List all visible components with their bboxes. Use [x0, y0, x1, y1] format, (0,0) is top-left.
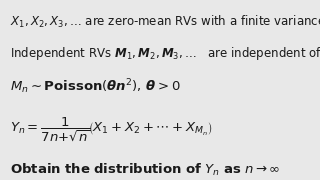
Text: $Y_n = \dfrac{1}{7n{+}\sqrt{n}}\!\left(X_1 + X_2 + \cdots + X_{M_n}\right)$: $Y_n = \dfrac{1}{7n{+}\sqrt{n}}\!\left(X… — [10, 115, 212, 143]
Text: $\mathbf{Obtain\ the\ distribution\ of\ }$$Y_n$$\mathbf{\ as\ }$$n \to \infty$: $\mathbf{Obtain\ the\ distribution\ of\ … — [10, 162, 280, 178]
Text: $\boldsymbol{M_n}{\sim}\mathbf{Poisson}(\boldsymbol{\theta}\boldsymbol{n}^2),\, : $\boldsymbol{M_n}{\sim}\mathbf{Poisson}(… — [10, 77, 180, 96]
Text: $X_1, X_2, X_3, \ldots$ are zero-mean RVs with a finite variance $\boldsymbol{\s: $X_1, X_2, X_3, \ldots$ are zero-mean RV… — [10, 13, 320, 31]
Text: Independent RVs $\boldsymbol{M}_1, \boldsymbol{M}_2, \boldsymbol{M}_3, \ldots$  : Independent RVs $\boldsymbol{M}_1, \bold… — [10, 45, 320, 62]
